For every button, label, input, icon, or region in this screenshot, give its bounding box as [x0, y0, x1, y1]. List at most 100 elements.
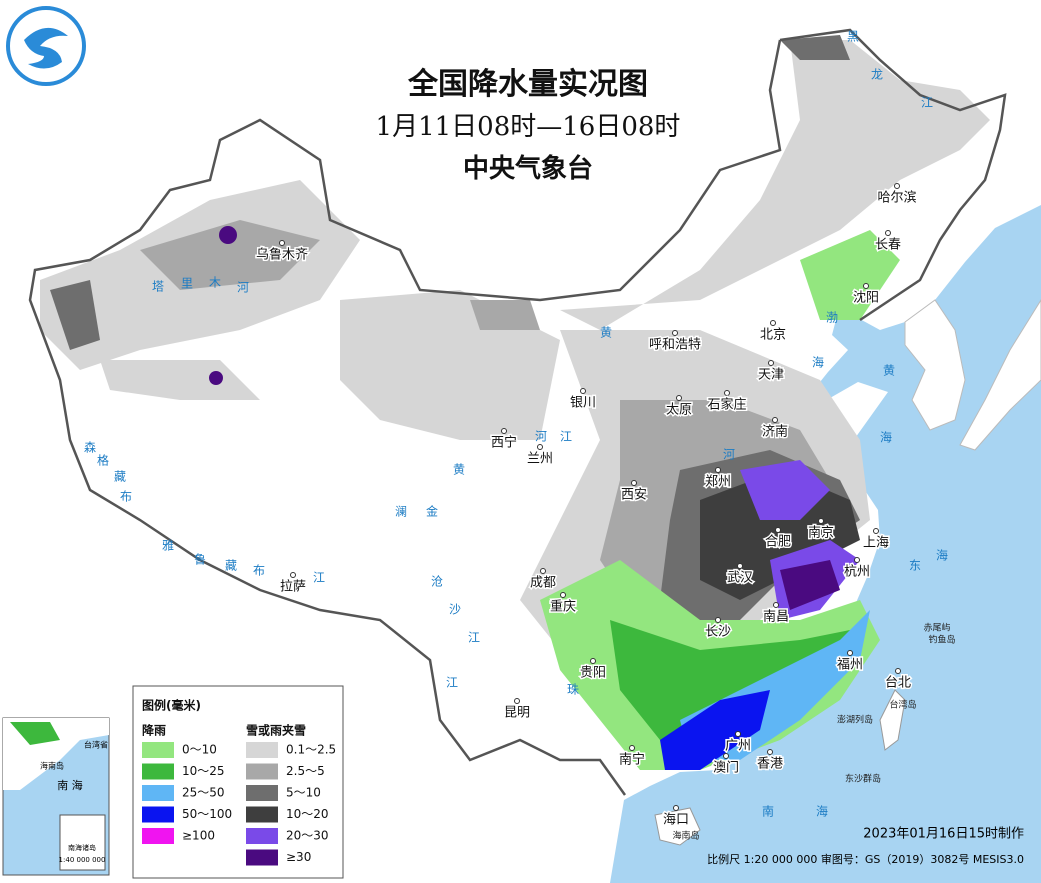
water-label: 江: [921, 96, 933, 110]
legend-label: ≥30: [286, 850, 311, 864]
water-label: 金: [426, 504, 438, 519]
legend-label: 10～20: [286, 807, 329, 821]
water-label: 布: [253, 564, 265, 578]
water-label: 东: [909, 559, 921, 573]
taiwan: [879, 689, 906, 751]
legend-swatch: [246, 785, 278, 801]
water-label: 沧: [431, 574, 443, 589]
city-label: 澳门: [713, 760, 739, 776]
inset-label: 南海诸岛: [68, 843, 96, 852]
island-label: 海南岛: [672, 830, 699, 842]
scale-note: 比例尺 1:20 000 000 审图号：GS（2019）3082号 MESIS…: [707, 852, 1024, 866]
made-time: 2023年01月16日15时制作: [863, 827, 1024, 842]
water-label: 河: [535, 430, 547, 444]
island-label: 钓鱼岛: [928, 634, 955, 646]
water-label: 黑: [847, 30, 859, 44]
city-dot: [818, 518, 824, 524]
city-dot: [895, 668, 901, 674]
city-dot: [724, 390, 730, 396]
water-label: 森: [84, 440, 96, 455]
city-label: 石家庄: [707, 397, 746, 413]
city-label: 西宁: [491, 435, 517, 451]
city-dot: [854, 557, 860, 563]
city-label: 南宁: [619, 752, 645, 768]
legend-label: 50～100: [182, 807, 232, 821]
city-label: 长春: [875, 238, 901, 253]
water-label: 塔: [152, 280, 164, 294]
city-label: 西安: [621, 488, 647, 503]
city-dot: [673, 805, 679, 811]
city-label: 合肥: [765, 535, 791, 550]
city-dot: [514, 698, 520, 704]
legend-box: [132, 685, 344, 879]
legend-swatch: [142, 742, 174, 758]
legend-label: 0～10: [182, 743, 217, 757]
city-dot: [540, 568, 546, 574]
legend-snow-title: 雪或雨夹雪: [246, 723, 306, 738]
city-dot: [723, 753, 729, 759]
city-label: 呼和浩特: [649, 338, 701, 353]
legend-swatch: [246, 828, 278, 844]
city-dot: [863, 283, 869, 289]
city-dot: [773, 602, 779, 608]
city-label: 成都: [530, 576, 556, 591]
hainan: [654, 807, 701, 846]
city-label: 杭州: [844, 565, 870, 580]
water-label: 澜: [395, 505, 407, 519]
city-dot: [847, 650, 853, 656]
water-label: 珠: [567, 683, 579, 697]
water-label: 江: [446, 676, 458, 690]
water-label: 鲁: [194, 553, 206, 567]
water-label: 雅: [162, 538, 174, 553]
city-dot: [629, 745, 635, 751]
island-label: 赤尾屿: [923, 623, 950, 634]
city-dot: [590, 658, 596, 664]
city-label: 郑州: [705, 475, 731, 490]
water-label: 河: [723, 448, 735, 462]
city-label: 拉萨: [280, 580, 306, 595]
city-label: 福州: [837, 658, 863, 673]
water-label: 江: [560, 430, 572, 444]
city-dot: [560, 592, 566, 598]
water-label: 布: [120, 490, 132, 504]
water-label: 江: [468, 631, 480, 645]
water-label: 南: [762, 804, 774, 819]
legend-swatch: [246, 849, 278, 866]
city-label: 沈阳: [853, 291, 879, 306]
water-label: 海: [816, 804, 828, 819]
water-label: 黄: [453, 463, 465, 477]
city-label: 南京: [808, 525, 834, 541]
water-label: 江: [313, 571, 325, 585]
city-label: 天津: [758, 368, 784, 383]
city-label: 海口: [663, 813, 689, 828]
city-label: 太原: [666, 403, 692, 418]
city-label: 昆明: [504, 706, 530, 721]
legend-label: 10～25: [182, 764, 225, 778]
city-label: 广州: [725, 739, 751, 754]
city-dot: [775, 527, 781, 533]
city-label: 重庆: [550, 599, 576, 615]
inset: [2, 717, 110, 876]
legend-swatch: [246, 742, 278, 758]
island-label: 台湾岛: [889, 699, 916, 711]
city-dot: [885, 230, 891, 236]
snow-areas: [40, 35, 990, 700]
city-dot: [715, 467, 721, 473]
island-label: 澎湖列岛: [837, 714, 873, 726]
legend-swatch: [142, 785, 174, 801]
legend-swatch: [246, 806, 278, 823]
city-label: 武汉: [727, 571, 753, 586]
city-dot: [501, 428, 507, 434]
water-label: 海: [880, 430, 892, 445]
rain-areas: [540, 230, 900, 770]
city-dot: [279, 240, 285, 246]
city-label: 银川: [570, 396, 596, 411]
legend-label: 0.1～2.5: [286, 743, 336, 757]
inset-label: 海南岛: [40, 761, 64, 771]
city-label: 兰州: [527, 452, 553, 467]
legend-label: 5～10: [286, 786, 321, 800]
china-border: [28, 28, 1007, 796]
legend-swatch: [246, 763, 278, 780]
city-dot: [770, 320, 776, 326]
